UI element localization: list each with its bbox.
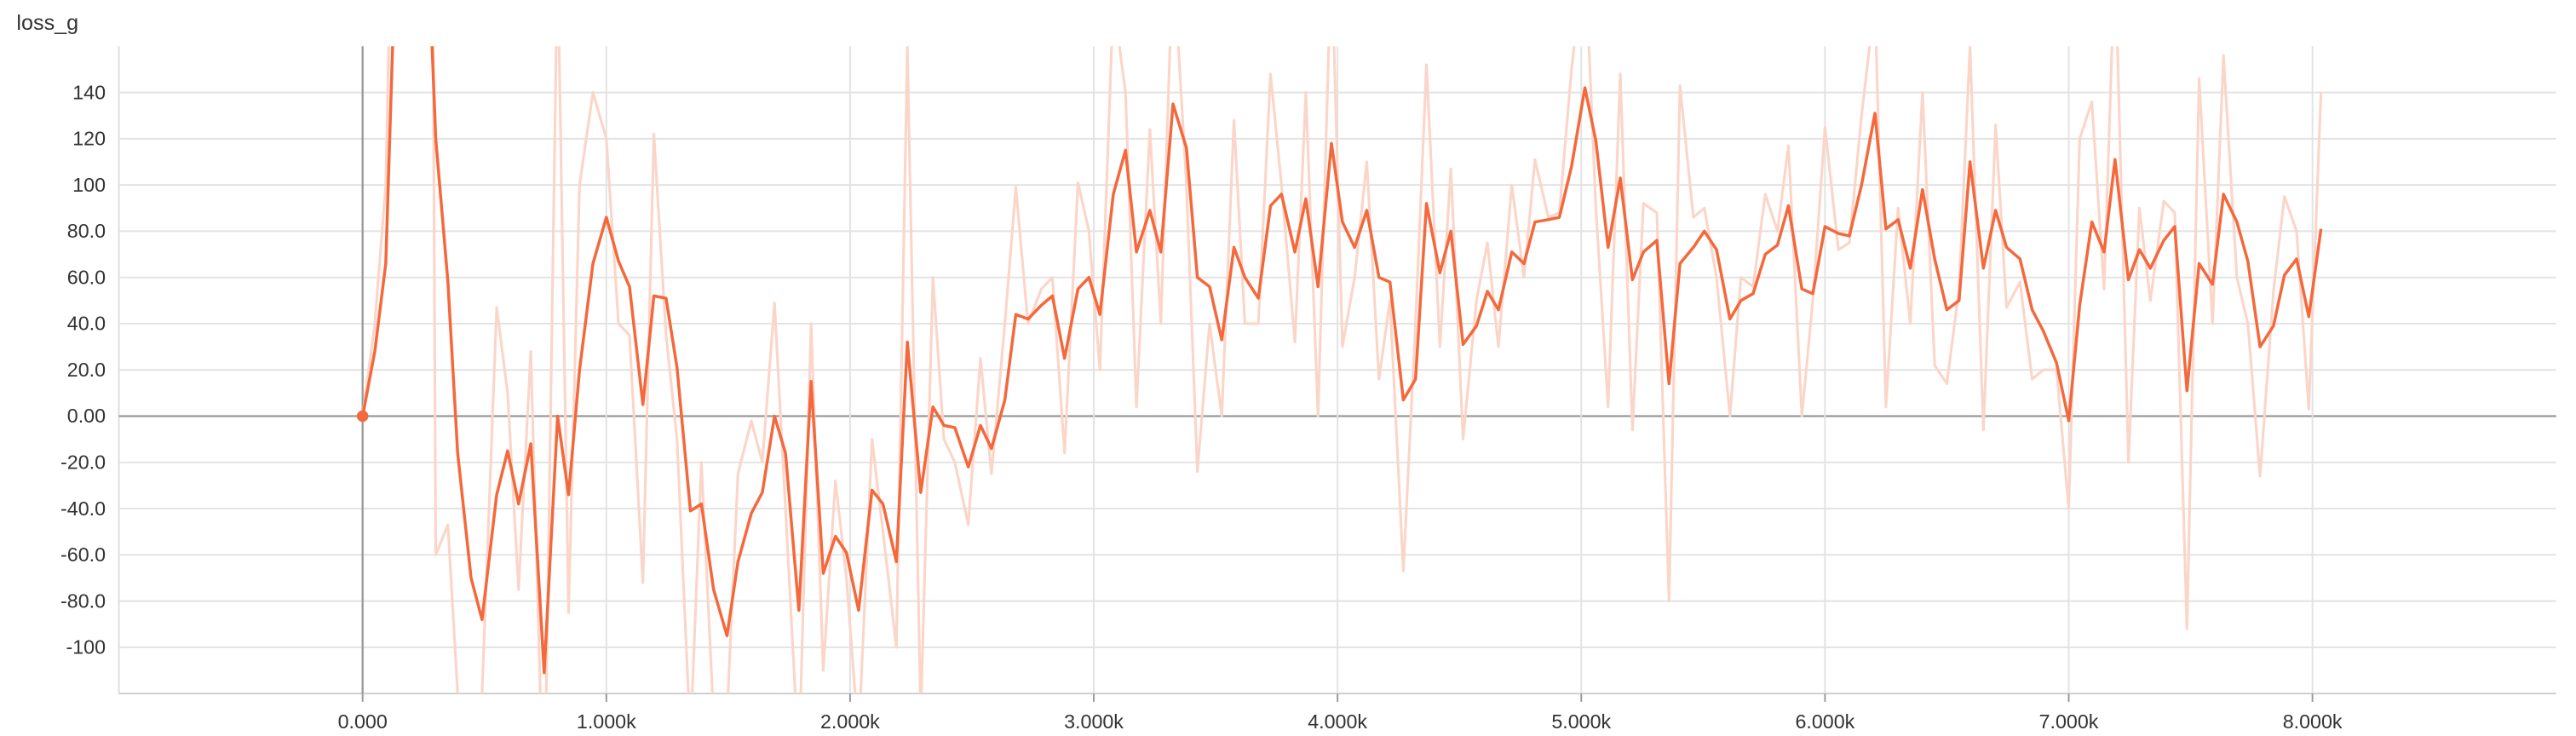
x-tick-label: 2.000k (820, 710, 880, 733)
y-tick-label: -80.0 (60, 589, 106, 612)
y-tick-label: 20.0 (67, 359, 106, 381)
plot-area (360, 46, 2323, 694)
series-line (361, 46, 2323, 694)
series-line (360, 46, 2323, 675)
y-tick-label: 120 (72, 128, 106, 150)
x-tick-label: 1.000k (577, 710, 636, 733)
x-tick-label: 4.000k (1308, 710, 1367, 733)
y-tick-label: 100 (72, 174, 106, 196)
y-tick-label: -100 (66, 636, 106, 658)
y-tick-label: 60.0 (67, 266, 106, 288)
y-tick-label: 140 (72, 81, 106, 103)
y-tick-label: -20.0 (60, 451, 106, 474)
y-tick-label: -60.0 (60, 543, 106, 566)
chart-title: loss_g (16, 11, 78, 35)
x-tick-label: 6.000k (1795, 710, 1854, 733)
start-dot (356, 410, 369, 423)
x-tick-label: 7.000k (2039, 710, 2099, 733)
y-tick-label: 80.0 (67, 220, 106, 242)
y-tick-label: 40.0 (67, 313, 106, 335)
x-tick-label: 5.000k (1551, 710, 1611, 733)
x-tick-label: 8.000k (2283, 710, 2343, 733)
x-tick-label: 3.000k (1064, 710, 1124, 733)
y-tick-label: 0.00 (67, 405, 106, 427)
y-tick-label: -40.0 (60, 497, 106, 520)
x-tick-label: 0.000 (338, 710, 388, 733)
